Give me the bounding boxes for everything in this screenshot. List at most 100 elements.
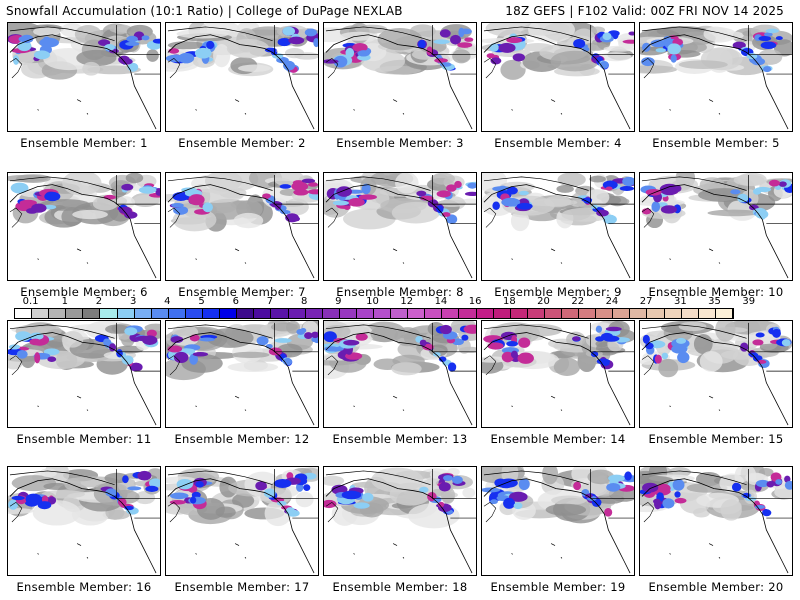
colorbar-tick-label: 27 [639, 296, 653, 307]
panel-label: Ensemble Member: 5 [652, 136, 780, 150]
colorbar-swatch [630, 309, 648, 318]
snowfall-map [7, 320, 161, 428]
colorbar-tick-label: 4 [164, 296, 171, 307]
colorbar-swatch [134, 309, 152, 318]
ensemble-panel-13: Ensemble Member: 13 [323, 320, 477, 446]
panel-label: Ensemble Member: 6 [20, 285, 148, 299]
colorbar-tick-label: 1 [61, 296, 68, 307]
snowfall-map [481, 320, 635, 428]
ensemble-panel-17: Ensemble Member: 17 [165, 466, 319, 594]
colorbar-swatch [698, 309, 716, 318]
colorbar-swatch [579, 309, 597, 318]
colorbar-swatch [322, 309, 340, 318]
colorbar-swatch [544, 309, 562, 318]
snowfall-map [323, 320, 477, 428]
colorbar-swatch [339, 309, 357, 318]
colorbar-swatch [254, 309, 272, 318]
ensemble-panel-5: Ensemble Member: 5 [639, 22, 793, 150]
colorbar-swatch [373, 309, 392, 318]
ensemble-panel-12: Ensemble Member: 12 [165, 320, 319, 446]
colorbar-swatch [425, 309, 443, 318]
ensemble-panel-16: Ensemble Member: 16 [7, 466, 161, 594]
colorbar-tick-label: 12 [400, 296, 414, 307]
snowfall-map [7, 22, 161, 132]
panel-label: Ensemble Member: 20 [648, 580, 784, 594]
ensemble-panel-18: Ensemble Member: 18 [323, 466, 477, 594]
ensemble-panel-9: Ensemble Member: 9 [481, 172, 635, 299]
colorbar-swatch [15, 309, 33, 318]
colorbar-swatch [100, 309, 118, 318]
ensemble-panel-4: Ensemble Member: 4 [481, 22, 635, 150]
colorbar-swatch [356, 309, 374, 318]
colorbar-swatch [66, 309, 84, 318]
colorbar-tick-label: 20 [537, 296, 550, 307]
panel-label: Ensemble Member: 10 [648, 285, 784, 299]
colorbar-swatch [117, 309, 135, 318]
colorbar-tick-label: 7 [266, 296, 274, 307]
colorbar-tick-label: 22 [571, 296, 585, 307]
colorbar-tick-label: 31 [673, 296, 687, 307]
snowfall-map [639, 320, 793, 428]
colorbar-swatch [613, 309, 631, 318]
snowfall-map [639, 466, 793, 576]
colorbar-ticks: 0.1 1 2 3 4 5 6 7 8 9 10 12 14 16 18 20 22 24 27 31 35 39 [14, 296, 786, 308]
title-left: Snowfall Accumulation (10:1 Ratio) | Col… [6, 4, 403, 18]
ensemble-panel-11: Ensemble Member: 11 [7, 320, 161, 446]
snowfall-map [165, 172, 319, 281]
panel-label: Ensemble Member: 14 [490, 432, 626, 446]
colorbar-tick-label: 5 [198, 296, 205, 307]
colorbar-swatch [527, 309, 545, 318]
panel-label: Ensemble Member: 2 [178, 136, 306, 150]
snowfall-map [165, 320, 319, 428]
ensemble-panel-6: Ensemble Member: 6 [7, 172, 161, 299]
colorbar-swatches [14, 308, 734, 319]
panel-label: Ensemble Member: 4 [494, 136, 622, 150]
colorbar-tick-label: 0.1 [22, 296, 39, 307]
panel-label: Ensemble Member: 15 [648, 432, 784, 446]
colorbar-swatch [151, 309, 169, 318]
panel-label: Ensemble Member: 3 [336, 136, 464, 150]
snowfall-map [639, 22, 793, 132]
colorbar-swatch [493, 309, 511, 318]
panel-label: Ensemble Member: 17 [174, 580, 310, 594]
colorbar-swatch [220, 309, 238, 318]
colorbar-swatch [49, 309, 67, 318]
colorbar-tick-label: 35 [708, 296, 721, 307]
panel-label: Ensemble Member: 12 [174, 432, 310, 446]
colorbar-swatch [288, 309, 306, 318]
colorbar-tick-label: 2 [95, 296, 103, 307]
colorbar-swatch [562, 309, 580, 318]
colorbar-swatch [596, 309, 614, 318]
colorbar-swatch [203, 309, 221, 318]
snowfall-map [323, 172, 477, 281]
colorbar-swatch [459, 309, 477, 318]
colorbar-swatch [442, 309, 460, 318]
panel-label: Ensemble Member: 18 [332, 580, 468, 594]
colorbar-swatch [664, 309, 682, 318]
snowfall-map [323, 22, 477, 132]
colorbar-swatch [83, 309, 101, 318]
snowfall-map [481, 22, 635, 132]
colorbar-tick-label: 9 [335, 296, 342, 307]
colorbar-tick-label: 6 [232, 296, 239, 307]
colorbar-tick-label: 18 [502, 296, 516, 307]
colorbar-swatch [510, 309, 528, 318]
panel-label: Ensemble Member: 13 [332, 432, 468, 446]
colorbar-swatch [715, 309, 733, 318]
panel-label: Ensemble Member: 1 [20, 136, 148, 150]
snowfall-map [7, 466, 161, 576]
ensemble-panel-20: Ensemble Member: 20 [639, 466, 793, 594]
colorbar-legend: 0.1 1 2 3 4 5 6 7 8 9 10 12 14 16 18 20 22 24 27 31 35 39 [14, 296, 786, 319]
panel-label: Ensemble Member: 11 [16, 432, 152, 446]
colorbar-swatch [168, 309, 186, 318]
snowfall-map [323, 466, 477, 576]
panel-label: Ensemble Member: 9 [494, 285, 622, 299]
colorbar-swatch [647, 309, 665, 318]
title-right: 18Z GEFS | F102 Valid: 00Z FRI NOV 14 20… [505, 4, 784, 18]
ensemble-panel-3: Ensemble Member: 3 [323, 22, 477, 150]
ensemble-panel-7: Ensemble Member: 7 [165, 172, 319, 299]
ensemble-panel-14: Ensemble Member: 14 [481, 320, 635, 446]
colorbar-tick-label: 16 [468, 296, 482, 307]
ensemble-panel-8: Ensemble Member: 8 [323, 172, 477, 299]
colorbar-swatch [408, 309, 426, 318]
